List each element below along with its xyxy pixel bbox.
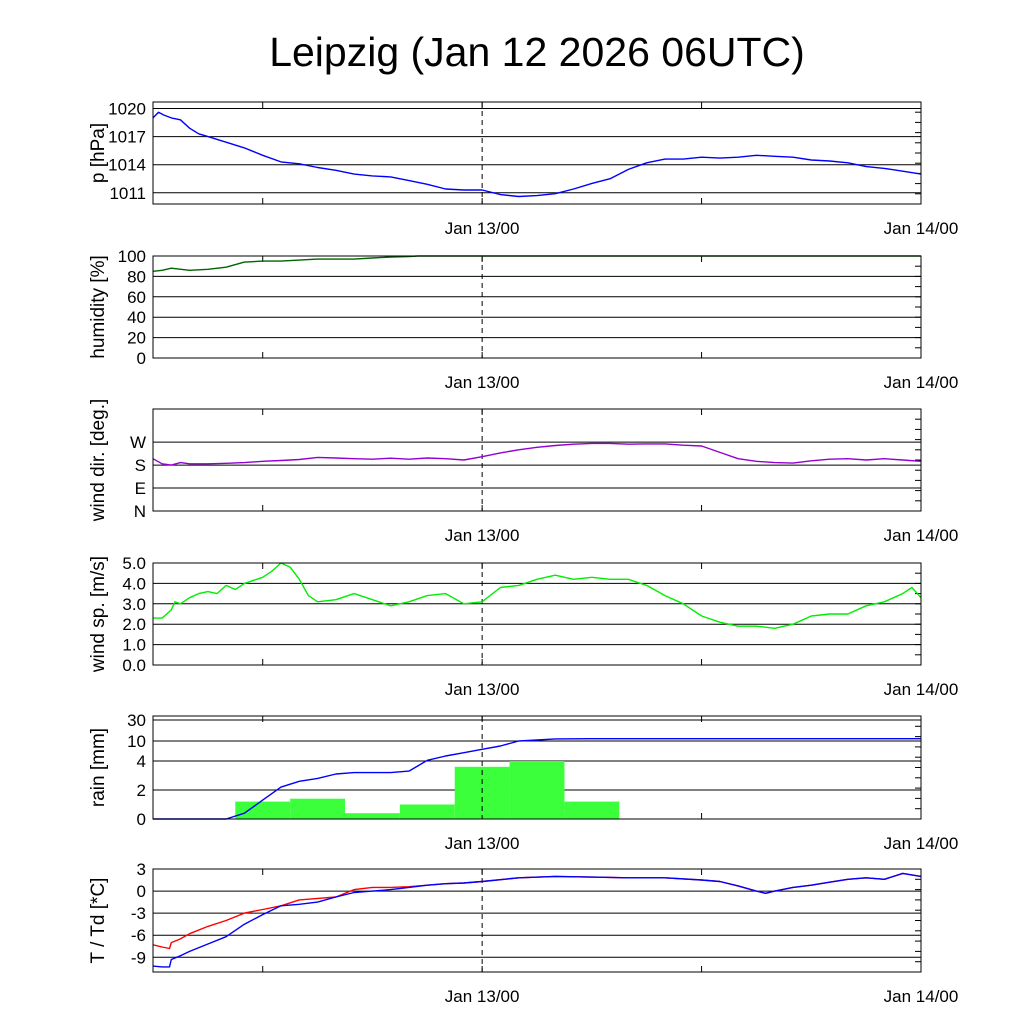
y-tick-label: 80 bbox=[127, 267, 146, 286]
y-tick-label: 10 bbox=[127, 732, 146, 751]
panel-temperature-dewpoint: -9 -6 -3 0 3 Jan 13/00 Jan 14/00 T / Td [*C] bbox=[88, 860, 958, 1006]
y-tick-label: 1014 bbox=[108, 156, 146, 175]
y-tick-label: 0 bbox=[137, 349, 146, 368]
x-tick-label: Jan 13/00 bbox=[445, 526, 520, 545]
rain-bar bbox=[235, 801, 291, 819]
y-tick-label: -9 bbox=[131, 948, 146, 967]
y-tick-label: 4.0 bbox=[122, 574, 146, 593]
panel-frame bbox=[152, 408, 922, 512]
y-tick-label: 1020 bbox=[108, 100, 146, 119]
y-tick-label: W bbox=[130, 433, 146, 452]
series-line-temperature bbox=[152, 872, 922, 950]
series-line-rain_cum bbox=[153, 738, 921, 820]
rain-bar bbox=[564, 801, 620, 819]
rain-bar bbox=[290, 798, 345, 819]
x-tick-label: Jan 13/00 bbox=[445, 373, 520, 392]
x-tick-label: Jan 13/00 bbox=[445, 680, 520, 699]
y-tick-label: 2 bbox=[137, 781, 146, 800]
panel-frame bbox=[152, 715, 922, 820]
series-line-wind_speed bbox=[153, 562, 922, 629]
y-tick-label: 2.0 bbox=[122, 615, 146, 634]
y-axis-label: rain [mm] bbox=[88, 728, 109, 807]
panel-frame bbox=[152, 101, 922, 205]
y-tick-label: 0 bbox=[137, 810, 146, 829]
y-tick-label: 1011 bbox=[109, 184, 146, 203]
panel-frame bbox=[152, 868, 922, 973]
y-tick-label: 5.0 bbox=[122, 554, 146, 573]
series-line-pressure bbox=[152, 111, 922, 198]
x-tick-label: Jan 14/00 bbox=[884, 987, 959, 1006]
y-tick-label: N bbox=[134, 502, 146, 521]
y-tick-label: E bbox=[135, 479, 146, 498]
y-axis-label: T / Td [*C] bbox=[88, 878, 109, 964]
x-tick-label: Jan 13/00 bbox=[445, 219, 520, 238]
x-tick-label: Jan 14/00 bbox=[884, 834, 959, 853]
y-tick-label: 3 bbox=[137, 860, 146, 879]
y-tick-label: S bbox=[135, 456, 146, 475]
panel-rain: 0 2 410 30 Jan 13/00 Jan 14/00 rain [mm] bbox=[88, 711, 958, 853]
x-tick-label: Jan 14/00 bbox=[884, 373, 959, 392]
rain-bar bbox=[399, 804, 455, 819]
panel-wind-speed: 0.01.0 2.03.0 4.05.0 Jan 13/00 Jan 14/00 wind… bbox=[88, 554, 958, 699]
x-tick-label: Jan 13/00 bbox=[445, 987, 520, 1006]
y-tick-label: 30 bbox=[127, 711, 146, 730]
y-tick-label: 20 bbox=[127, 329, 146, 348]
series-line-humidity bbox=[152, 255, 921, 272]
y-tick-label: 40 bbox=[127, 308, 146, 327]
y-axis-label: wind sp. [m/s] bbox=[88, 556, 109, 673]
y-tick-label: 100 bbox=[118, 247, 146, 266]
y-tick-label: 0.0 bbox=[122, 656, 146, 675]
y-axis-label: p [hPa] bbox=[88, 123, 109, 183]
series-line-dewpoint bbox=[152, 872, 922, 968]
x-tick-label: Jan 14/00 bbox=[884, 680, 959, 699]
y-axis-label: wind dir. [deg.] bbox=[88, 399, 109, 523]
x-tick-label: Jan 13/00 bbox=[445, 834, 520, 853]
y-tick-label: 3.0 bbox=[122, 595, 146, 614]
y-tick-label: 1.0 bbox=[122, 636, 146, 655]
y-tick-label: 4 bbox=[137, 752, 146, 771]
panel-frame bbox=[152, 562, 922, 666]
y-tick-label: 1017 bbox=[108, 128, 146, 147]
y-tick-label: 60 bbox=[127, 288, 146, 307]
y-tick-label: 0 bbox=[137, 882, 146, 901]
rain-bar bbox=[345, 813, 400, 819]
x-tick-label: Jan 14/00 bbox=[884, 526, 959, 545]
panel-pressure: 1011 1014 1017 1020 Jan 13/00 Jan 14/00 p [hPa… bbox=[88, 100, 958, 238]
y-tick-label: -6 bbox=[131, 926, 146, 945]
y-axis-label: humidity [%] bbox=[88, 255, 109, 358]
chart-title: Leipzig (Jan 12 2026 06UTC) bbox=[269, 29, 805, 75]
panel-frame bbox=[152, 255, 922, 359]
rain-bar bbox=[509, 761, 565, 819]
y-tick-label: -3 bbox=[131, 904, 146, 923]
series-line-wind_dir bbox=[152, 442, 922, 466]
x-tick-label: Jan 14/00 bbox=[884, 219, 959, 238]
